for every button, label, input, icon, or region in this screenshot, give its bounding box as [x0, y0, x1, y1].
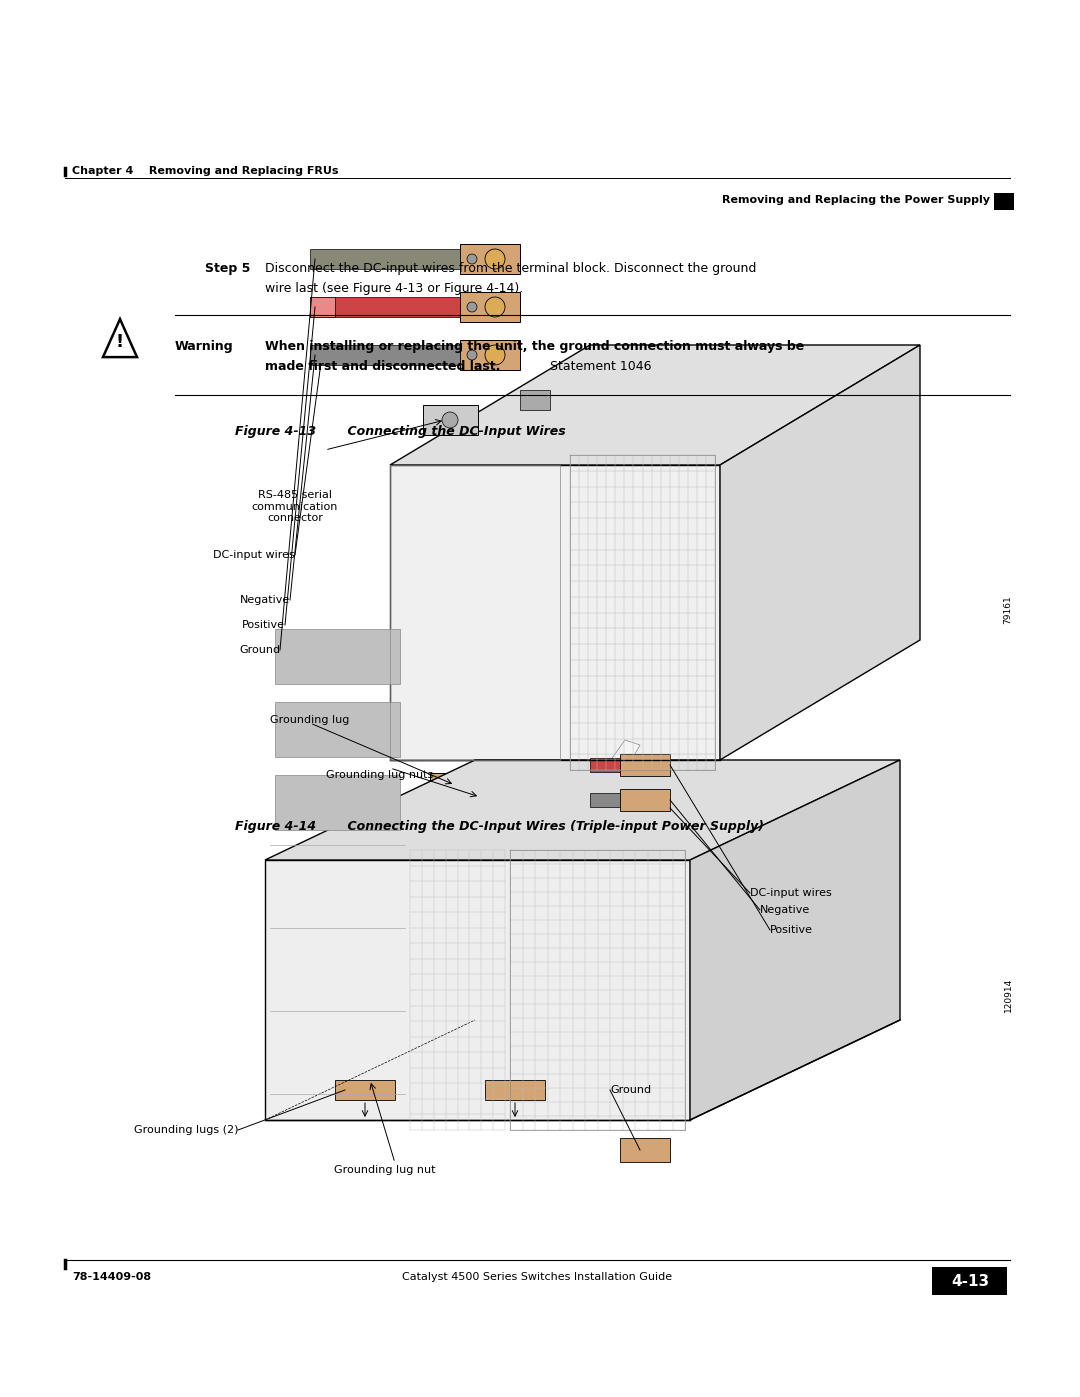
Circle shape	[442, 412, 458, 427]
Text: Figure 4-13: Figure 4-13	[235, 425, 316, 439]
Text: Negative: Negative	[760, 905, 810, 915]
Text: made first and disconnected last.: made first and disconnected last.	[265, 360, 500, 373]
Text: Warning: Warning	[175, 339, 233, 353]
Text: wire last (see Figure 4-13 or Figure 4-14).: wire last (see Figure 4-13 or Figure 4-1…	[265, 282, 523, 295]
Circle shape	[467, 254, 477, 264]
FancyBboxPatch shape	[310, 249, 460, 270]
Circle shape	[485, 249, 505, 270]
FancyBboxPatch shape	[620, 1139, 670, 1162]
Polygon shape	[575, 740, 640, 800]
FancyBboxPatch shape	[485, 1080, 545, 1099]
FancyBboxPatch shape	[310, 298, 335, 317]
Circle shape	[485, 345, 505, 365]
Text: Grounding lug: Grounding lug	[270, 715, 349, 725]
Text: Grounding lug nuts: Grounding lug nuts	[326, 770, 434, 780]
Text: RS-485 serial
communication
connector: RS-485 serial communication connector	[252, 490, 338, 524]
FancyBboxPatch shape	[460, 339, 519, 370]
Text: Step 5: Step 5	[205, 263, 251, 275]
FancyBboxPatch shape	[335, 1080, 395, 1099]
Text: Ground: Ground	[239, 645, 280, 655]
Circle shape	[467, 302, 477, 312]
Text: Chapter 4    Removing and Replacing FRUs: Chapter 4 Removing and Replacing FRUs	[72, 166, 338, 176]
FancyBboxPatch shape	[620, 789, 670, 812]
Polygon shape	[390, 345, 920, 465]
Text: Positive: Positive	[242, 620, 285, 630]
FancyBboxPatch shape	[620, 754, 670, 775]
Circle shape	[485, 298, 505, 317]
Text: 78-14409-08: 78-14409-08	[72, 1273, 151, 1282]
Text: Grounding lug nut: Grounding lug nut	[334, 1165, 435, 1175]
Polygon shape	[720, 345, 920, 760]
FancyBboxPatch shape	[422, 405, 477, 434]
FancyBboxPatch shape	[275, 775, 400, 830]
Polygon shape	[390, 465, 720, 760]
FancyBboxPatch shape	[590, 793, 620, 807]
Text: Figure 4-14: Figure 4-14	[235, 820, 316, 833]
Text: Grounding lugs (2): Grounding lugs (2)	[134, 1125, 238, 1134]
FancyBboxPatch shape	[590, 759, 620, 773]
FancyBboxPatch shape	[460, 292, 519, 321]
Text: Statement 1046: Statement 1046	[545, 360, 651, 373]
Text: Catalyst 4500 Series Switches Installation Guide: Catalyst 4500 Series Switches Installati…	[402, 1273, 672, 1282]
Text: 120914: 120914	[1003, 978, 1013, 1011]
Polygon shape	[265, 861, 690, 1120]
Text: DC-input wires: DC-input wires	[750, 888, 832, 898]
FancyBboxPatch shape	[460, 244, 519, 274]
Text: Negative: Negative	[240, 595, 291, 605]
Circle shape	[467, 351, 477, 360]
Text: Disconnect the DC-input wires from the terminal block. Disconnect the ground: Disconnect the DC-input wires from the t…	[265, 263, 756, 275]
FancyBboxPatch shape	[932, 1267, 1007, 1295]
Text: Positive: Positive	[770, 925, 813, 935]
FancyBboxPatch shape	[310, 298, 460, 317]
Text: 79161: 79161	[1003, 595, 1013, 624]
Text: When installing or replacing the unit, the ground connection must always be: When installing or replacing the unit, t…	[265, 339, 805, 353]
Text: Ground: Ground	[610, 1085, 651, 1095]
FancyBboxPatch shape	[430, 773, 510, 798]
Text: DC-input wires: DC-input wires	[213, 550, 295, 560]
Text: 4-13: 4-13	[950, 1274, 989, 1289]
Text: Removing and Replacing the Power Supply: Removing and Replacing the Power Supply	[723, 196, 990, 205]
Polygon shape	[265, 760, 900, 861]
Polygon shape	[103, 319, 137, 358]
FancyBboxPatch shape	[275, 629, 400, 685]
Text: !: !	[116, 332, 124, 351]
FancyBboxPatch shape	[994, 193, 1014, 210]
FancyBboxPatch shape	[275, 703, 400, 757]
Polygon shape	[690, 760, 900, 1120]
Text: Connecting the DC-Input Wires: Connecting the DC-Input Wires	[330, 425, 566, 439]
Text: Connecting the DC-Input Wires (Triple-input Power Supply): Connecting the DC-Input Wires (Triple-in…	[330, 820, 764, 833]
FancyBboxPatch shape	[310, 345, 460, 365]
FancyBboxPatch shape	[519, 390, 550, 409]
